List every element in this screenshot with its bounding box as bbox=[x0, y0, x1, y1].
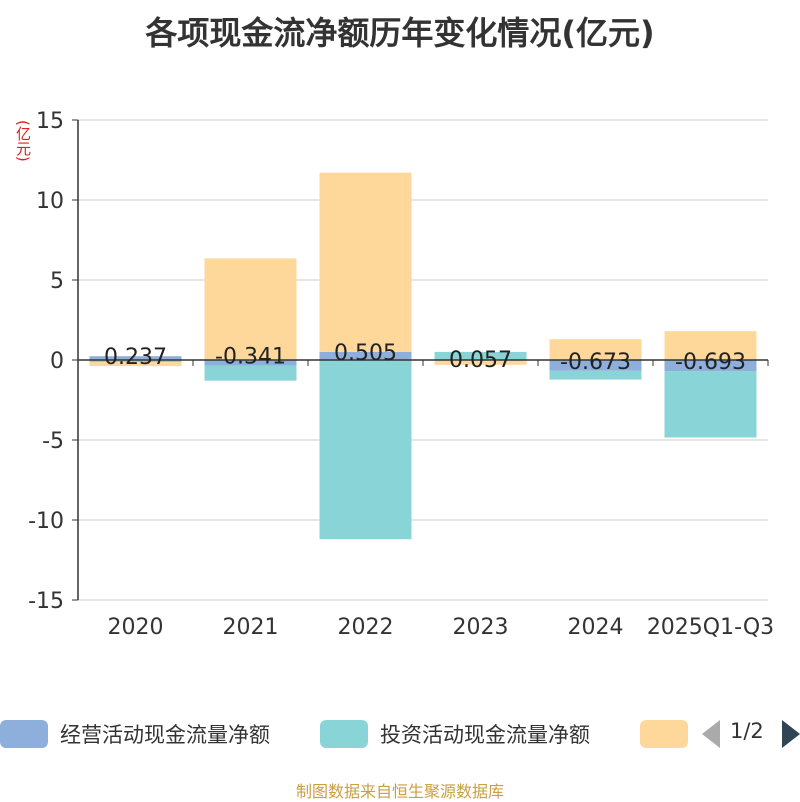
pager-text: 1/2 bbox=[730, 719, 764, 743]
bar-series-2-2021 bbox=[204, 258, 297, 360]
legend: 经营活动现金流量净额 投资活动现金流量净额 1/2 bbox=[0, 712, 800, 756]
pager-next-icon[interactable] bbox=[782, 720, 800, 748]
x-tick-label: 2022 bbox=[338, 615, 394, 640]
bar-series-1-2023 bbox=[434, 351, 527, 360]
data-label: -0.341 bbox=[215, 344, 286, 369]
x-tick-label: 2021 bbox=[223, 615, 279, 640]
y-tick-label: 5 bbox=[50, 269, 64, 294]
pager-prev-icon[interactable] bbox=[702, 720, 720, 748]
bar-series-1-2021 bbox=[204, 365, 297, 381]
x-tick-label: 2024 bbox=[568, 615, 624, 640]
data-label: -0.673 bbox=[560, 350, 631, 375]
bar-series-0-2025Q1-Q3 bbox=[664, 360, 757, 372]
bar-series-0-2021 bbox=[204, 360, 297, 366]
legend-pager: 1/2 bbox=[700, 712, 800, 756]
y-tick-label: 0 bbox=[50, 349, 64, 374]
x-tick-label: 2023 bbox=[453, 615, 509, 640]
y-tick-label: -15 bbox=[28, 589, 64, 614]
legend-swatch-third bbox=[640, 720, 688, 748]
bar-series-2-2020 bbox=[89, 362, 182, 367]
legend-label-operating: 经营活动现金流量净额 bbox=[60, 723, 270, 747]
bar-series-1-2025Q1-Q3 bbox=[664, 371, 757, 438]
y-tick-label: -10 bbox=[28, 509, 64, 534]
legend-label-investing: 投资活动现金流量净额 bbox=[380, 723, 590, 747]
bar-series-1-2024 bbox=[549, 370, 642, 380]
bar-series-1-2020 bbox=[89, 360, 182, 363]
bar-series-2-2024 bbox=[549, 339, 642, 360]
y-tick-label: 15 bbox=[36, 109, 64, 134]
y-tick-label: 10 bbox=[36, 189, 64, 214]
legend-swatch-operating bbox=[0, 720, 48, 748]
legend-item-operating[interactable]: 经营活动现金流量净额 bbox=[0, 712, 270, 756]
x-tick-label: 2020 bbox=[108, 615, 164, 640]
bar-series-2-2022 bbox=[319, 172, 412, 352]
y-tick-label: -5 bbox=[42, 429, 64, 454]
bar-series-0-2020 bbox=[89, 356, 182, 360]
legend-item-investing[interactable]: 投资活动现金流量净额 bbox=[320, 712, 590, 756]
bar-series-0-2022 bbox=[319, 351, 412, 360]
bar-series-1-2022 bbox=[319, 360, 412, 540]
data-label: 0.505 bbox=[334, 341, 397, 366]
source-note: 制图数据来自恒生聚源数据库 bbox=[295, 782, 504, 801]
bar-series-2-2025Q1-Q3 bbox=[664, 331, 757, 360]
chart-title: 各项现金流净额历年变化情况(亿元) bbox=[145, 14, 655, 52]
legend-swatch-investing bbox=[320, 720, 368, 748]
bar-series-0-2024 bbox=[549, 360, 642, 371]
data-label: 0.237 bbox=[104, 345, 167, 370]
x-tick-label: 2025Q1-Q3 bbox=[647, 615, 774, 640]
y-axis-unit-label: (亿元) bbox=[14, 120, 32, 162]
data-label: -0.693 bbox=[675, 350, 746, 375]
legend-item-third[interactable] bbox=[640, 712, 688, 756]
data-label: 0.057 bbox=[449, 348, 512, 373]
bar-chart: 15 10 5 0 -5 -10 -15 2020 2021 2022 2023 2024 2025Q1… bbox=[28, 109, 774, 640]
bar-series-2-2023 bbox=[434, 360, 527, 365]
